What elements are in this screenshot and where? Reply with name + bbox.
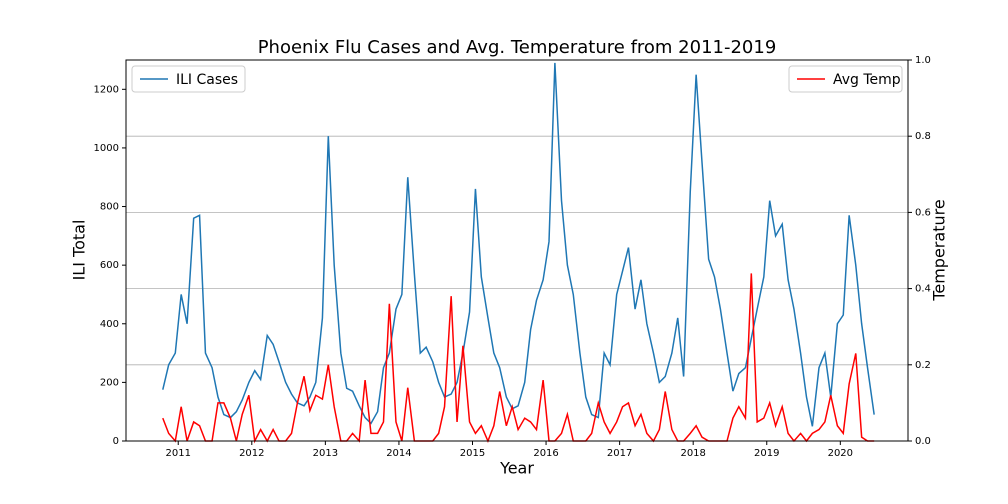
plot-frame — [125, 59, 909, 442]
y2-tick-label: 0.2 — [915, 360, 931, 371]
x-tick-label: 2012 — [239, 448, 264, 459]
y2-tick-label: 0.4 — [915, 284, 931, 295]
legend: ILI Cases — [131, 65, 246, 93]
line-series — [162, 62, 875, 427]
y-axis-label: ILI Total — [70, 220, 89, 281]
legend-box — [788, 65, 903, 93]
y2-tick-label: 0.8 — [915, 131, 931, 142]
x-tick-label: 2014 — [386, 448, 411, 459]
y-tick-label: 200 — [100, 377, 119, 388]
legend-label: Avg Temp — [833, 72, 901, 88]
y-tick-label: 400 — [100, 319, 119, 330]
x-tick-label: 2013 — [313, 448, 338, 459]
x-axis-label: Year — [499, 459, 534, 478]
y2-tick-label: 1.0 — [915, 55, 931, 66]
x-tick-label: 2018 — [680, 448, 705, 459]
y-tick-label: 0 — [113, 436, 119, 447]
legend-box — [131, 65, 246, 93]
x-tick-label: 2019 — [754, 448, 779, 459]
y-tick-label: 600 — [100, 260, 119, 271]
legend-label: ILI Cases — [176, 72, 238, 88]
x-tick-label: 2011 — [166, 448, 191, 459]
y2-tick-label: 0.6 — [915, 207, 931, 218]
y2-axis-label: Temperature — [930, 199, 949, 301]
y-tick-label: 800 — [100, 202, 119, 213]
y-tick-label: 1000 — [94, 143, 119, 154]
x-tick-label: 2016 — [533, 448, 558, 459]
line-series — [162, 273, 875, 444]
y2-tick-label: 0.0 — [915, 436, 931, 447]
x-tick-label: 2017 — [607, 448, 632, 459]
x-tick-label: 2015 — [460, 448, 485, 459]
x-tick-label: 2020 — [828, 448, 853, 459]
chart-title: Phoenix Flu Cases and Avg. Temperature f… — [258, 37, 777, 58]
y-tick-label: 1200 — [94, 84, 119, 95]
legend: Avg Temp — [788, 65, 903, 93]
